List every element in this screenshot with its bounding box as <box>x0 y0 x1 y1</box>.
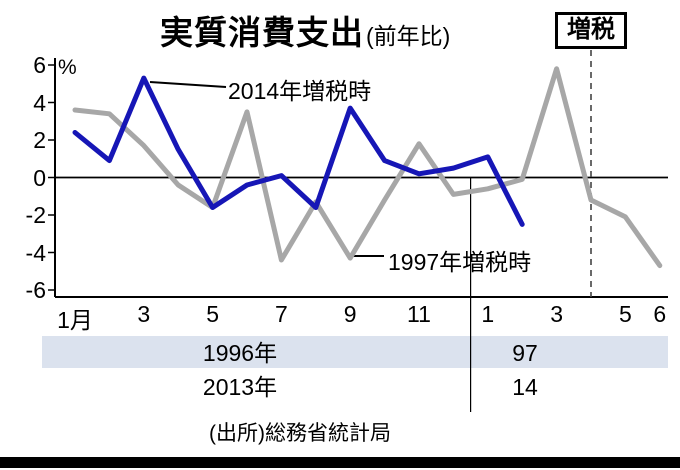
y-tick-label: -2 <box>25 202 46 228</box>
series-line-gray <box>72 66 663 269</box>
annotation-series-1997: 1997年増税時 <box>388 249 532 275</box>
annotation-series-2014: 2014年増税時 <box>228 78 372 104</box>
y-tick-label: 6 <box>33 52 46 78</box>
y-tick-label: -6 <box>25 277 46 303</box>
y-axis-unit-percent: % <box>58 56 77 79</box>
series-lines <box>72 66 663 269</box>
year-label-14: 14 <box>512 374 538 400</box>
x-tick-label: 1 <box>481 301 495 327</box>
year-label-1996: 1996年 <box>202 340 278 366</box>
x-tick-label: 11 <box>407 301 431 327</box>
x-tick-label: 1月 <box>57 307 93 333</box>
y-tick-label: 2 <box>33 127 46 153</box>
chart-title: 実質消費支出 (前年比) <box>160 6 450 54</box>
x-tick-label: 3 <box>550 301 563 327</box>
year-band-1996 <box>42 336 668 368</box>
x-tick-label: 5 <box>618 301 632 327</box>
leader-line-2014 <box>149 81 227 88</box>
x-tick-label: 7 <box>274 301 288 327</box>
bottom-border-bar <box>0 457 680 468</box>
year-label-2013: 2013年 <box>202 374 278 400</box>
y-tick-label: 4 <box>33 89 46 116</box>
series-line-blue <box>72 75 525 227</box>
y-tick-label: -4 <box>25 239 46 266</box>
chart-title-suffix: (前年比) <box>366 23 451 49</box>
source-label: (出所)総務省統計局 <box>209 422 391 445</box>
x-tick-label: 9 <box>343 301 357 327</box>
y-tick-marks <box>48 64 55 291</box>
x-tick-label: 3 <box>137 301 151 327</box>
x-tick-label: 6 <box>653 301 667 327</box>
x-tick-label: 5 <box>206 301 219 327</box>
year-label-97: 97 <box>512 340 538 366</box>
y-tick-label: 0 <box>33 164 46 191</box>
chart-title-text: 実質消費支出 <box>160 14 364 51</box>
tax-increase-box: 増税 <box>555 12 627 49</box>
